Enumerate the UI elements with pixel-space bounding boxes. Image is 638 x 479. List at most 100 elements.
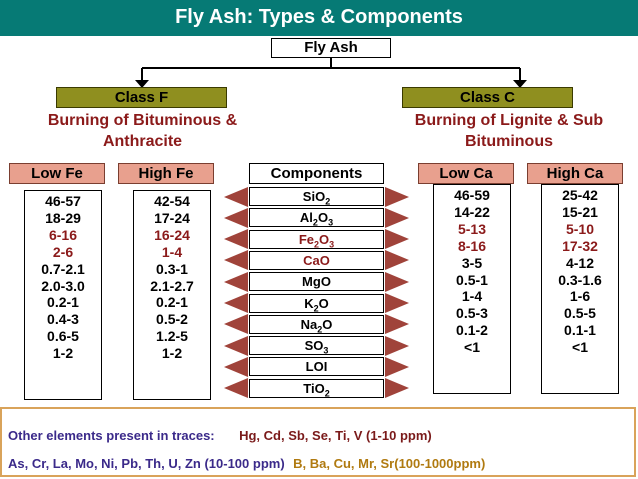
header-high-fe-label: High Fe: [138, 165, 194, 182]
high-fe-value: 1-4: [161, 243, 183, 260]
high-ca-value: <1: [572, 339, 588, 356]
low-ca-value: 0.1-2: [456, 322, 488, 339]
low-ca-value: 5-13: [457, 220, 487, 237]
high-ca-value: 25-42: [562, 187, 598, 203]
high-ca-value: 17-32: [562, 237, 598, 254]
component-subscript: 3: [328, 217, 334, 228]
high-fe-value: 1.2-5: [156, 328, 188, 345]
high-ca-value: 1-6: [569, 288, 591, 305]
component-fe2o3: Fe2O3: [249, 229, 384, 250]
trace-line-2: As, Cr, La, Mo, Ni, Pb, Th, U, Zn (10-10…: [8, 455, 485, 473]
low-fe-value: 0.4-3: [47, 311, 79, 328]
low-fe-value: 2-6: [52, 243, 74, 260]
low-ca-value: 14-22: [454, 203, 490, 220]
class-f-desc-line1: Burning of Bituminous &: [47, 112, 238, 129]
left-arrow-icon: [224, 293, 248, 313]
component-tio2: TiO2: [249, 378, 384, 399]
component-symbol: O: [317, 210, 329, 226]
component-symbol: O: [318, 295, 329, 311]
right-arrow-icon: [385, 271, 409, 292]
left-arrow-icon: [224, 271, 248, 292]
high-fe-values-column: 42-54 17-24 16-24 1-4 0.3-1 2.1-2.7 0.2-1 0.5-2…: [133, 190, 211, 400]
component-symbol: CaO: [303, 252, 330, 268]
left-arrow-icon: [224, 335, 248, 356]
right-arrow-icon: [385, 356, 409, 377]
header-high-ca: High Ca: [527, 163, 623, 184]
right-arrow-icon: [385, 314, 409, 335]
class-f-box: Class F: [56, 87, 227, 108]
component-mgo: MgO: [249, 272, 384, 292]
component-symbol: Al: [299, 210, 313, 226]
low-fe-value: 1-2: [52, 345, 74, 362]
low-fe-value: 0.6-5: [47, 328, 79, 345]
left-arrow-icon: [224, 207, 248, 228]
right-arrow-icon: [385, 186, 409, 207]
component-subscript: 2: [324, 388, 330, 399]
header-high-fe: High Fe: [118, 163, 214, 184]
high-fe-value: 0.3-1: [156, 260, 188, 277]
low-fe-value: 0.2-1: [47, 294, 79, 311]
high-fe-value: 0.5-2: [156, 311, 188, 328]
page-title: Fly Ash: Types & Components: [175, 6, 463, 28]
left-arrow-icon: [224, 229, 248, 250]
trace-first-group: Hg, Cd, Sb, Se, Ti, V (1-10 ppm): [239, 428, 432, 443]
component-subscript: 2: [312, 217, 318, 228]
component-symbol: MgO: [302, 274, 331, 290]
tree-connectors: [135, 58, 527, 88]
component-so3: SO3: [249, 336, 384, 356]
high-ca-value: 0.1-1: [564, 322, 596, 339]
header-low-ca: Low Ca: [418, 163, 514, 184]
low-fe-value: 0.7-2.1: [41, 260, 85, 277]
trace-second-group: As, Cr, La, Mo, Ni, Pb, Th, U, Zn (10-10…: [8, 456, 285, 471]
component-na2o: Na2O: [249, 314, 384, 335]
high-fe-value: 1-2: [161, 345, 183, 362]
low-ca-value: 0.5-3: [456, 305, 488, 322]
high-ca-values-column: 25-42 15-21 5-10 17-32 4-12 0.3-1.6 1-6 0.5-5 0.…: [541, 184, 619, 394]
component-k2o: K2O: [249, 293, 384, 313]
low-ca-value: 46-59: [454, 187, 490, 203]
component-symbol: LOI: [305, 359, 328, 375]
low-ca-values-column: 46-59 14-22 5-13 8-16 3-5 0.5-1 1-4 0.5-3 0.1-2 <…: [433, 184, 511, 394]
header-low-fe-label: Low Fe: [31, 165, 83, 182]
high-fe-value: 42-54: [154, 193, 190, 209]
header-high-ca-label: High Ca: [546, 165, 604, 182]
header-low-fe: Low Fe: [9, 163, 105, 184]
title-bar: [0, 0, 638, 36]
component-symbol: O: [322, 316, 333, 332]
right-arrow-icon: [385, 229, 409, 250]
right-arrow-icon: [385, 378, 409, 399]
left-arrow-icon: [224, 314, 248, 335]
component-subscript: 2: [314, 239, 320, 250]
class-c-desc-line2: Bituminous: [465, 133, 553, 150]
class-c-desc-line1: Burning of Lignite & Sub: [414, 112, 604, 129]
component-subscript: 2: [317, 324, 323, 335]
component-symbol: K: [304, 295, 314, 311]
component-symbol: Fe: [298, 231, 314, 247]
trace-third-group: B, Ba, Cu, Mr, Sr(100-1000ppm): [293, 456, 486, 471]
component-subscript: 3: [323, 345, 329, 356]
low-ca-value: <1: [464, 339, 480, 356]
left-arrow-icon: [224, 356, 248, 377]
trace-elements-box: Other elements present in traces: Hg, Cd…: [0, 407, 636, 477]
right-arrow-icon: [385, 207, 409, 228]
low-fe-value: 2.0-3.0: [41, 277, 85, 294]
class-c-label: Class C: [459, 89, 516, 106]
low-ca-value: 3-5: [461, 254, 483, 271]
component-sio2: SiO2: [249, 187, 384, 207]
right-arrow-icon: [385, 250, 409, 271]
low-fe-value: 18-29: [45, 209, 81, 226]
component-symbol: O: [319, 231, 330, 247]
low-ca-value: 1-4: [461, 288, 483, 305]
left-arrow-icon: [224, 186, 248, 207]
high-fe-value: 17-24: [154, 209, 190, 226]
high-ca-value: 0.3-1.6: [558, 271, 602, 288]
trace-line-1: Other elements present in traces: Hg, Cd…: [8, 427, 432, 445]
high-fe-value: 2.1-2.7: [150, 277, 194, 294]
component-cao: CaO: [249, 250, 384, 270]
left-arrow-icon: [224, 378, 248, 399]
low-fe-values-column: 46-57 18-29 6-16 2-6 0.7-2.1 2.0-3.0 0.2-1 0.4-…: [24, 190, 102, 400]
fly-ash-root-box: Fly Ash: [271, 38, 391, 58]
low-fe-value: 6-16: [48, 226, 78, 243]
class-f-desc-line2: Anthracite: [102, 133, 183, 150]
